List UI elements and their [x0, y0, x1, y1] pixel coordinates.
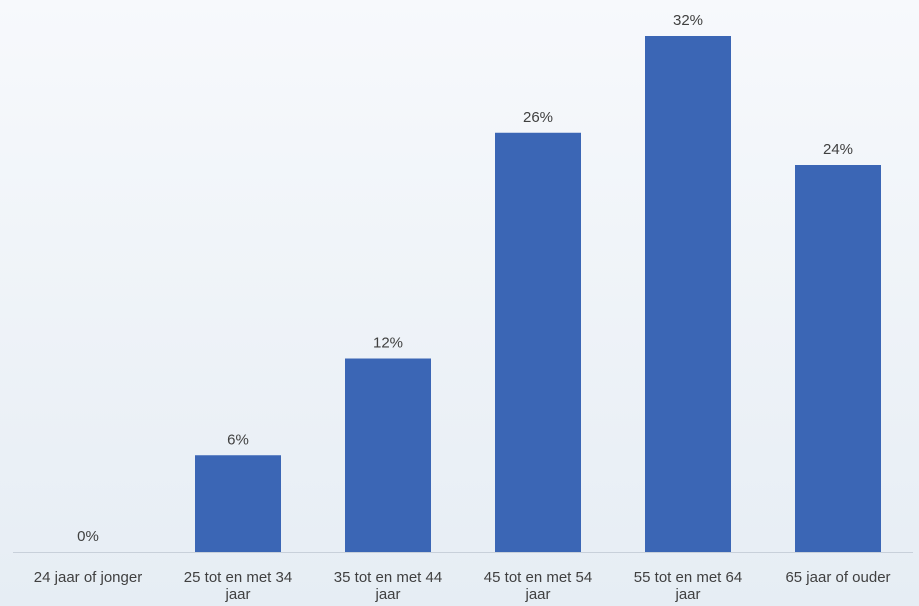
bar-1 [195, 455, 281, 552]
data-label-1: 6% [227, 431, 249, 448]
bar-4 [645, 36, 731, 552]
bar-5 [795, 165, 881, 552]
x-tick-labels-group: 24 jaar of jonger 25 tot en met 34 jaar 35 … [34, 569, 891, 603]
data-label-4: 32% [673, 12, 703, 29]
value-labels-group: 0% 6% 12% 26% 32% 24% [77, 12, 853, 545]
x-tick-label-4: 55 tot en met 64 jaar [634, 569, 742, 603]
bars-group [195, 36, 881, 552]
bar-3 [495, 132, 581, 552]
data-label-3: 26% [523, 109, 553, 126]
x-tick-label-2: 35 tot en met 44 jaar [334, 569, 442, 603]
x-tick-label-5: 65 jaar of ouder [785, 569, 890, 586]
data-label-0: 0% [77, 528, 99, 545]
x-tick-label-0: 24 jaar of jonger [34, 569, 142, 586]
x-tick-label-3: 45 tot en met 54 jaar [484, 569, 592, 603]
data-label-5: 24% [823, 141, 853, 158]
data-label-2: 12% [373, 335, 403, 352]
x-tick-label-1: 25 tot en met 34 jaar [184, 569, 292, 603]
bar-2 [345, 358, 431, 552]
